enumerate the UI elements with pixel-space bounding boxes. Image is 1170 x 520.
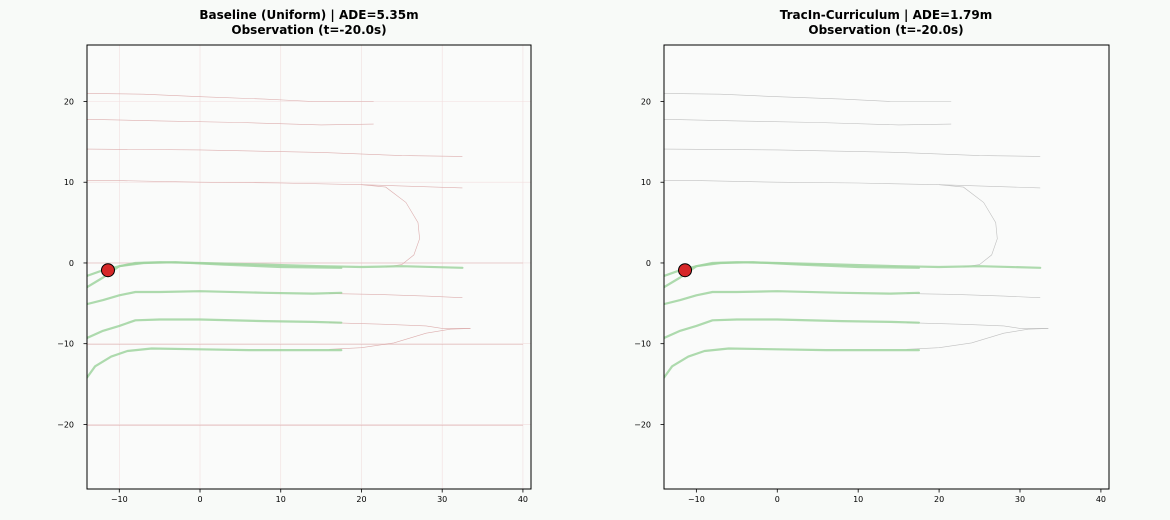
y-tick-label: 20 [641, 98, 651, 107]
x-tick-label: 10 [853, 495, 863, 504]
road-line-3 [87, 180, 463, 189]
road-line-1 [87, 119, 374, 126]
y-tick-label: −20 [634, 420, 651, 429]
x-tick-label: 0 [775, 495, 780, 504]
x-tick-label: −10 [688, 495, 705, 504]
road-line-5 [906, 293, 1041, 298]
x-tick-label: 40 [1096, 495, 1106, 504]
x-tick-label: 30 [1015, 495, 1025, 504]
panel-title: TracIn-Curriculum | ADE=1.79m [780, 8, 992, 22]
road-line-1 [664, 119, 952, 126]
x-tick-label: 20 [356, 495, 366, 504]
agent-marker [100, 263, 115, 278]
history-line-4 [87, 347, 343, 379]
axes-frame [663, 44, 1110, 490]
axes-frame [86, 44, 532, 490]
x-tick-label: 20 [934, 495, 944, 504]
road-line-7 [329, 328, 471, 350]
y-tick-label: 10 [64, 178, 74, 187]
history-line-4 [664, 347, 921, 379]
history-line-2 [664, 290, 921, 306]
y-tick-label: −10 [634, 340, 651, 349]
x-tick-label: −10 [111, 495, 128, 504]
panel-subtitle: Observation (t=-20.0s) [231, 23, 386, 37]
y-tick-label: 0 [646, 259, 651, 268]
road-line-0 [87, 93, 374, 102]
history-line-3 [664, 318, 921, 340]
x-tick-label: 40 [518, 495, 528, 504]
road-line-7 [906, 328, 1049, 350]
x-tick-label: 10 [276, 495, 286, 504]
road-line-3 [664, 180, 1041, 189]
road-line-4 [939, 184, 998, 268]
road-line-2 [664, 148, 1041, 157]
road-line-5 [329, 293, 463, 298]
y-tick-label: −10 [57, 340, 74, 349]
panel-subtitle: Observation (t=-20.0s) [808, 23, 963, 37]
road-line-6 [329, 322, 471, 329]
agent-marker [678, 263, 693, 278]
road-line-0 [664, 93, 952, 102]
x-tick-label: 0 [197, 495, 202, 504]
y-tick-label: 20 [64, 98, 74, 107]
panel-baseline: Baseline (Uniform) | ADE=5.35m Observati… [57, 8, 532, 504]
history-line-2 [87, 290, 343, 306]
y-tick-label: 0 [69, 259, 74, 268]
y-tick-label: −20 [57, 420, 74, 429]
history-line-3 [87, 318, 343, 340]
x-tick-label: 30 [437, 495, 447, 504]
y-tick-label: 10 [641, 178, 651, 187]
road-line-6 [906, 322, 1049, 329]
panel-title: Baseline (Uniform) | ADE=5.35m [199, 8, 418, 22]
panel-tracin-curriculum: TracIn-Curriculum | ADE=1.79m Observatio… [634, 8, 1110, 504]
road-line-2 [87, 148, 463, 157]
